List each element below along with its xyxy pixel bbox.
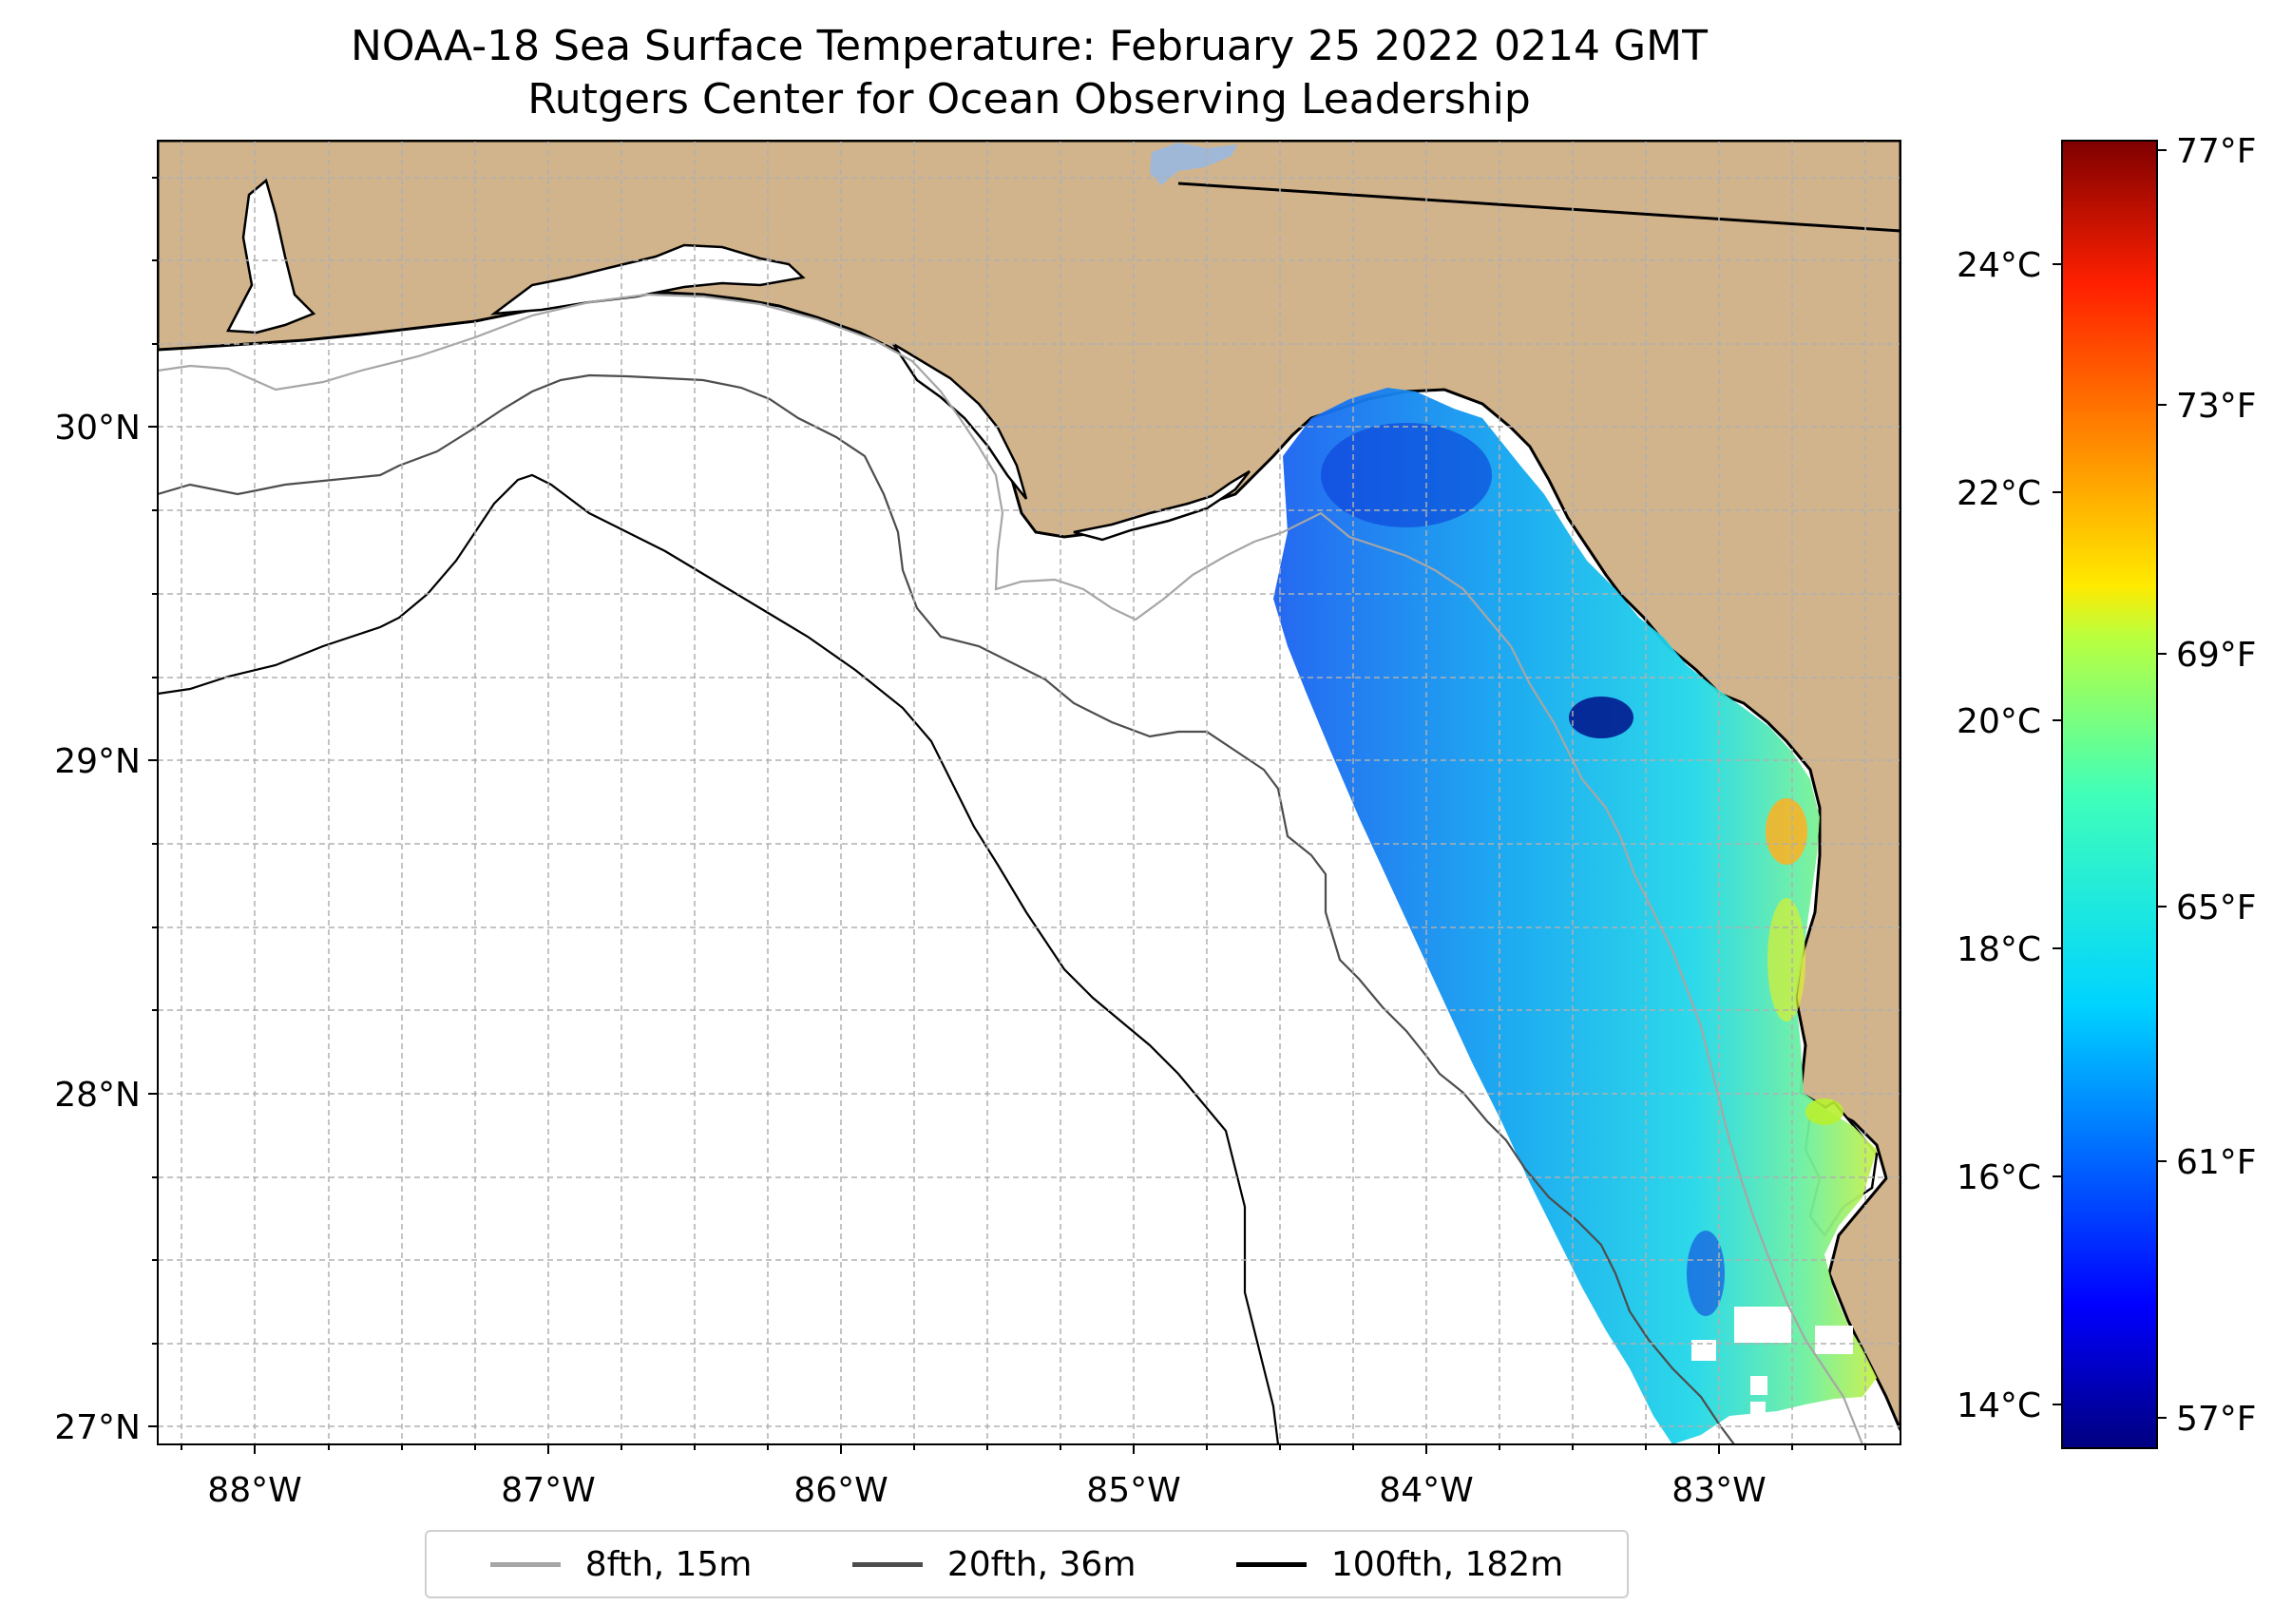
colorbar-celsius-label: 20°C (1957, 702, 2041, 741)
sst-cool-patch (1569, 697, 1633, 738)
isobath-100fth (158, 473, 1280, 1444)
legend-line-swatch (489, 1561, 561, 1567)
sst-warm-patch (1767, 898, 1805, 1022)
map-title: NOAA-18 Sea Surface Temperature: Februar… (351, 22, 1708, 70)
lon-label: 85°W (1086, 1471, 1180, 1510)
colorbar-celsius-label: 16°C (1957, 1158, 2041, 1197)
state-border (1177, 182, 1900, 233)
colorbar-fahrenheit-label: 65°F (2176, 888, 2257, 927)
colorbar-fahrenheit-label: 57°F (2176, 1400, 2257, 1439)
lon-label: 86°W (793, 1471, 888, 1510)
isobath-8fth (158, 293, 1864, 1444)
legend-label: 100fth, 182m (1330, 1544, 1564, 1584)
map-subtitle: Rutgers Center for Ocean Observing Leade… (527, 75, 1531, 124)
legend-line-swatch (1235, 1561, 1307, 1567)
lon-label: 88°W (207, 1471, 301, 1510)
lat-label: 27°N (54, 1408, 141, 1447)
cloud-gap (1734, 1307, 1791, 1343)
sst-cool-patch (1321, 423, 1492, 527)
cloud-gap (1750, 1376, 1767, 1395)
sst-warm-patch (1805, 1099, 1843, 1125)
legend-label: 20fth, 36m (946, 1544, 1136, 1584)
colorbar-celsius-label: 18°C (1957, 930, 2041, 969)
isobath-20fth (158, 373, 1735, 1444)
sst-warm-patch (1766, 798, 1807, 865)
lake (1150, 143, 1237, 185)
map-gridlines (158, 141, 1900, 1444)
colorbar-fahrenheit-label: 77°F (2176, 132, 2257, 171)
colorbar (2061, 140, 2158, 1449)
cloud-gap (1691, 1340, 1716, 1361)
cloud-gap (1750, 1402, 1766, 1419)
cloud-gap (1815, 1326, 1853, 1354)
sst-cool-patch (1687, 1231, 1725, 1316)
colorbar-fahrenheit-label: 61°F (2176, 1143, 2257, 1182)
legend-line-swatch (851, 1561, 923, 1567)
map-frame (157, 140, 1901, 1445)
lat-label: 28°N (54, 1076, 141, 1115)
isobath-legend: 8fth, 15m 20fth, 36m 100fth, 182m (425, 1530, 1629, 1598)
bay-pensacola (226, 178, 316, 334)
lon-label: 87°W (501, 1471, 595, 1510)
bay-apalachee (1073, 469, 1251, 542)
colorbar-celsius-label: 24°C (1957, 246, 2041, 285)
colorbar-celsius-label: 22°C (1957, 474, 2041, 513)
sst-swath (1273, 388, 1877, 1444)
lat-label: 30°N (54, 409, 141, 448)
colorbar-celsius-label: 14°C (1957, 1386, 2041, 1425)
lon-label: 84°W (1379, 1471, 1473, 1510)
legend-item-20fth: 20fth, 36m (851, 1544, 1136, 1584)
lon-label: 83°W (1671, 1471, 1766, 1510)
colorbar-fahrenheit-label: 69°F (2176, 636, 2257, 675)
lat-label: 29°N (54, 742, 141, 781)
legend-item-8fth: 8fth, 15m (489, 1544, 753, 1584)
colorbar-fahrenheit-label: 73°F (2176, 387, 2257, 426)
legend-item-100fth: 100fth, 182m (1235, 1544, 1564, 1584)
bay-apalachicola (891, 342, 1028, 500)
legend-label: 8fth, 15m (584, 1544, 753, 1584)
lon-tick-marks (148, 177, 1866, 1454)
colorbar-ticks (2053, 149, 2167, 1419)
